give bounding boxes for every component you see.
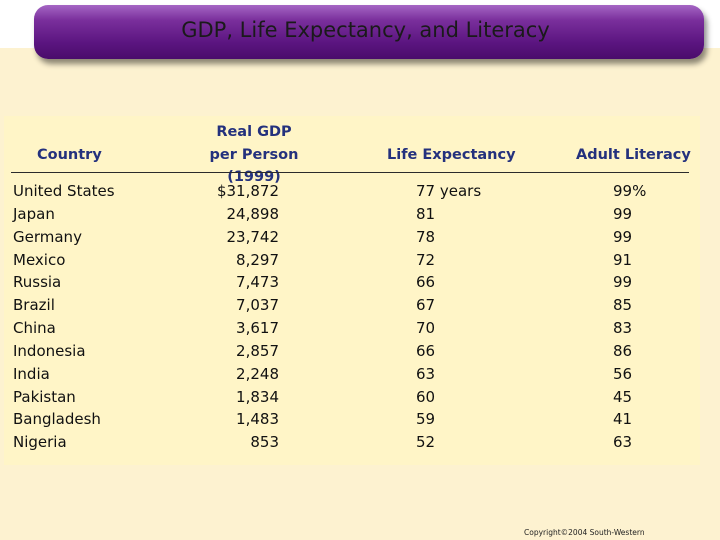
life-expectancy-cell: 66	[416, 341, 436, 360]
literacy-cell: 99%	[613, 182, 647, 200]
header-divider	[11, 172, 689, 173]
gdp-cell: 8,297	[236, 250, 279, 269]
country-cell: Germany	[13, 227, 82, 246]
gdp-cell: 23,742	[226, 227, 280, 246]
table-row: Russia 7,473 66 99	[0, 271, 720, 294]
literacy-cell: 56	[613, 364, 633, 383]
country-cell: India	[13, 364, 50, 383]
gdp-cell: 3,617	[236, 319, 279, 338]
header-life-expectancy: Life Expectancy	[387, 147, 516, 163]
gdp-cell: 853	[250, 433, 279, 452]
gdp-cell: 24,898	[226, 204, 280, 223]
life-expectancy-cell: 63	[416, 364, 436, 383]
gdp-cell: 1,834	[236, 387, 279, 406]
literacy-cell: 41	[613, 410, 633, 429]
life-expectancy-cell: 77 years	[416, 182, 482, 200]
table-row: Nigeria 853 52 63	[0, 431, 720, 454]
literacy-cell: 91	[613, 250, 633, 269]
country-cell: China	[13, 319, 56, 338]
gdp-cell: 2,857	[236, 341, 279, 360]
country-cell: Indonesia	[13, 341, 86, 360]
title-bar	[34, 5, 704, 59]
table-row: Japan 24,898 81 99	[0, 203, 720, 226]
country-cell: Nigeria	[13, 433, 67, 452]
slide-title: GDP, Life Expectancy, and Literacy	[181, 18, 550, 42]
gdp-cell: $31,872	[216, 182, 279, 200]
table-row: Bangladesh 1,483 59 41	[0, 408, 720, 431]
country-cell: United States	[13, 182, 115, 200]
gdp-cell: 7,473	[236, 273, 279, 292]
gdp-cell: 1,483	[236, 410, 279, 429]
life-expectancy-cell: 72	[416, 250, 436, 269]
country-cell: Russia	[13, 273, 62, 292]
life-expectancy-cell: 70	[416, 319, 436, 338]
header-country: Country	[37, 147, 102, 163]
copyright-notice: Copyright©2004 South-Western	[524, 528, 645, 537]
life-expectancy-cell: 66	[416, 273, 436, 292]
table-body: United States $31,872 77 years 99% Japan…	[0, 180, 720, 454]
literacy-cell: 99	[613, 204, 633, 223]
table-row: India 2,248 63 56	[0, 363, 720, 386]
country-cell: Pakistan	[13, 387, 76, 406]
literacy-cell: 45	[613, 387, 633, 406]
table-row: Indonesia 2,857 66 86	[0, 340, 720, 363]
literacy-cell: 85	[613, 296, 633, 315]
table-row: United States $31,872 77 years 99%	[0, 180, 720, 203]
country-cell: Bangladesh	[13, 410, 101, 429]
life-expectancy-cell: 59	[416, 410, 436, 429]
table-row: Germany 23,742 78 99	[0, 226, 720, 249]
gdp-cell: 2,248	[236, 364, 279, 383]
country-cell: Japan	[13, 204, 55, 223]
life-expectancy-cell: 60	[416, 387, 436, 406]
table-row: China 3,617 70 83	[0, 317, 720, 340]
header-adult-literacy: Adult Literacy	[576, 147, 691, 163]
header-gdp-line2: per Person (1999)	[209, 147, 299, 185]
table-row: Mexico 8,297 72 91	[0, 249, 720, 272]
life-expectancy-cell: 52	[416, 433, 436, 452]
header-gdp-line1: Real GDP	[216, 124, 292, 140]
literacy-cell: 83	[613, 319, 633, 338]
literacy-cell: 86	[613, 341, 633, 360]
literacy-cell: 99	[613, 273, 633, 292]
gdp-cell: 7,037	[236, 296, 279, 315]
life-expectancy-cell: 81	[416, 204, 436, 223]
life-expectancy-cell: 67	[416, 296, 436, 315]
table-row: Brazil 7,037 67 85	[0, 294, 720, 317]
table-row: Pakistan 1,834 60 45	[0, 386, 720, 409]
data-table-background	[4, 116, 700, 465]
literacy-cell: 63	[613, 433, 633, 452]
literacy-cell: 99	[613, 227, 633, 246]
country-cell: Brazil	[13, 296, 55, 315]
life-expectancy-cell: 78	[416, 227, 436, 246]
country-cell: Mexico	[13, 250, 66, 269]
